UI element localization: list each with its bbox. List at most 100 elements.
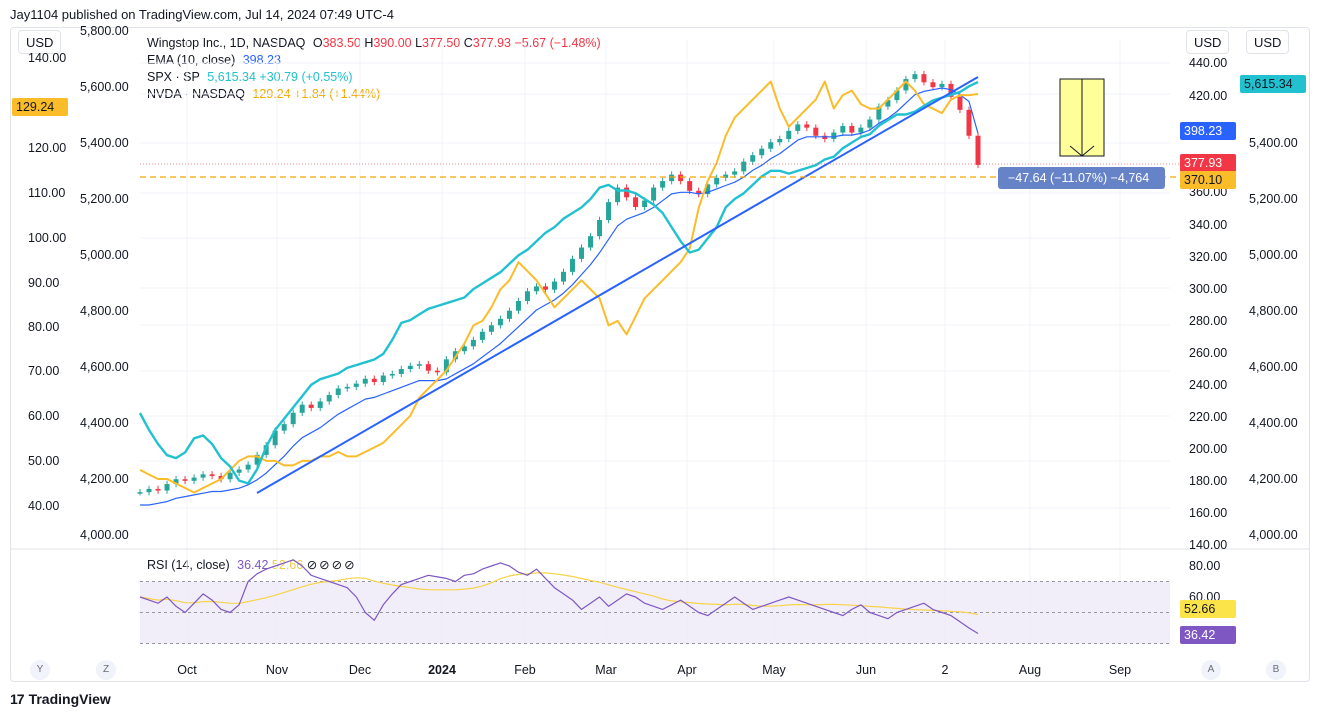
tradingview-logo-icon: 17 <box>10 691 25 707</box>
candle-body <box>570 258 576 272</box>
candle-body <box>633 197 639 208</box>
wing-axis-tick: 300.00 <box>1189 282 1227 296</box>
rsi-legend-name: RSI (14, close) <box>147 558 230 572</box>
measure-arrow-head <box>1069 145 1095 157</box>
legend-l-label: L <box>415 36 423 50</box>
rsi-badge-bg <box>1180 626 1236 644</box>
candle-body <box>254 454 260 465</box>
candle-body <box>146 488 152 493</box>
footer-button-z[interactable]: Z <box>96 660 116 680</box>
rsi-badge: 36.42 <box>1184 628 1215 642</box>
nvda-axis-tick: 60.00 <box>28 409 59 423</box>
publisher-header: Jay1104 published on TradingView.com, Ju… <box>10 7 394 22</box>
legend-main: Wingstop Inc., 1D, NASDAQ O383.50 H390.0… <box>147 36 601 50</box>
candle-body <box>858 127 864 133</box>
candle-body <box>561 271 567 282</box>
measure-label-bg <box>998 167 1165 189</box>
x-axis-label: Dec <box>349 663 371 677</box>
rsi-ma-line <box>139 572 979 616</box>
rsi-band <box>140 581 1170 644</box>
candle-body <box>398 369 404 374</box>
candle-body <box>533 286 539 292</box>
nvda-axis-tick: 40.00 <box>28 499 59 513</box>
nvda-line <box>139 80 979 494</box>
footer-button-a[interactable]: A <box>1201 660 1221 680</box>
rsi-line <box>139 559 979 635</box>
x-axis-label: May <box>762 663 786 677</box>
spx-right-axis-tick: 4,200.00 <box>1249 472 1298 486</box>
rsi-legend-value: 36.42 <box>237 558 269 572</box>
chart-frame <box>10 27 1310 682</box>
candle-body <box>579 247 585 259</box>
candle-body <box>642 200 648 208</box>
wing-axis-tick: 440.00 <box>1189 56 1227 70</box>
rsi-legend-hidden-icons: ⊘⊘⊘⊘ <box>306 558 357 572</box>
candle-body <box>723 174 729 178</box>
candle-body <box>660 181 666 188</box>
wing-axis-tick: 240.00 <box>1189 378 1227 392</box>
candle-body <box>290 412 296 425</box>
x-axis-label: Sep <box>1109 663 1131 677</box>
spx-left-axis-tick: 5,200.00 <box>80 192 129 206</box>
candle-body <box>209 474 215 476</box>
wing-axis-tick: 220.00 <box>1189 410 1227 424</box>
candle-body <box>696 190 702 195</box>
spx-left-axis-tick: 4,800.00 <box>80 304 129 318</box>
candle-body <box>867 119 873 128</box>
spx-left-axis-tick: 4,600.00 <box>80 360 129 374</box>
right-currency-button-1[interactable]: USD <box>1186 30 1230 54</box>
spx-right-axis-tick: 4,600.00 <box>1249 360 1298 374</box>
candle-body <box>732 171 738 175</box>
candle-body <box>281 424 287 431</box>
candle-body <box>849 126 855 133</box>
measure-label: −47.64 (−11.07%) −4,764 <box>1008 171 1149 185</box>
candle-body <box>768 142 774 149</box>
candle-body <box>597 219 603 237</box>
spx-line <box>138 80 979 485</box>
spx-left-axis-tick: 4,400.00 <box>80 416 129 430</box>
rsi-ma-badge: 52.66 <box>1184 602 1215 616</box>
spx-left-axis-tick: 4,000.00 <box>80 528 129 542</box>
x-axis-label: Aug <box>1019 663 1041 677</box>
legend-spx-value: 5,615.34 +30.79 (+0.55%) <box>207 70 353 84</box>
legend-low: 377.50 <box>422 36 461 50</box>
close-badge: 377.93 <box>1184 156 1222 170</box>
candle-body <box>443 359 449 373</box>
footer-button-y[interactable]: Y <box>30 660 50 680</box>
candle-body <box>705 184 711 195</box>
x-axis-label: Nov <box>266 663 289 677</box>
x-axis-label: 2 <box>942 663 949 677</box>
level-badge: 370.10 <box>1184 173 1222 187</box>
spx-current-badge-bg <box>1240 75 1306 93</box>
right-currency-button-2[interactable]: USD <box>1246 30 1290 54</box>
candle-body <box>524 291 530 301</box>
spx-left-axis-tick: 5,800.00 <box>80 24 129 38</box>
nvda-axis-tick: 50.00 <box>28 454 59 468</box>
candle-body <box>542 286 548 290</box>
candle-body <box>227 472 233 480</box>
x-axis-label: 2024 <box>428 663 456 677</box>
candle-body <box>750 155 756 162</box>
candle-body <box>470 339 476 347</box>
x-axis-label: Oct <box>177 663 197 677</box>
rsi-legend: RSI (14, close) 36.42 52.66 ⊘⊘⊘⊘ <box>147 557 357 572</box>
ema-badge: 398.23 <box>1184 124 1222 138</box>
spx-right-axis-tick: 4,800.00 <box>1249 304 1298 318</box>
spx-left-axis-tick: 5,400.00 <box>80 136 129 150</box>
footer-button-b[interactable]: B <box>1266 660 1286 680</box>
candle-body <box>380 375 386 383</box>
candle-body <box>137 492 143 494</box>
candle-body <box>308 404 314 408</box>
legend-change: −5.67 (−1.48%) <box>514 36 601 50</box>
nvda-axis-tick: 80.00 <box>28 320 59 334</box>
spx-left-axis-tick: 5,000.00 <box>80 248 129 262</box>
candle-body <box>155 488 161 491</box>
x-axis-label: Mar <box>595 663 617 677</box>
nvda-axis-tick: 70.00 <box>28 364 59 378</box>
spx-right-axis-tick: 5,200.00 <box>1249 192 1298 206</box>
candle-body <box>551 281 557 290</box>
left-currency-button[interactable]: USD <box>18 30 62 54</box>
tradingview-logo[interactable]: 17 TradingView <box>10 691 111 707</box>
candle-body <box>173 479 179 485</box>
candle-body <box>326 394 332 402</box>
